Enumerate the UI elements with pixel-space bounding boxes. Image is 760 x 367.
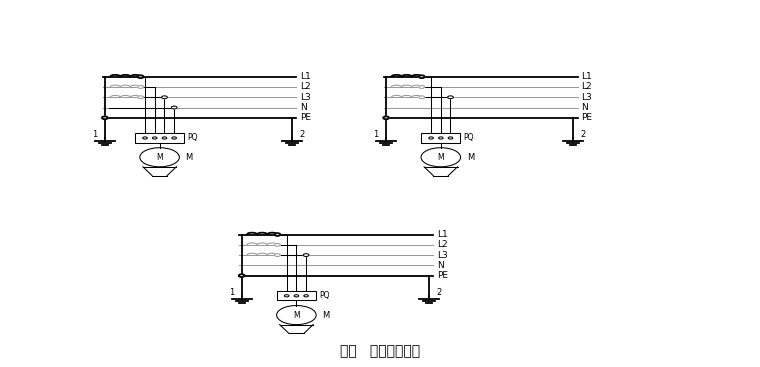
Circle shape [102, 116, 108, 119]
Circle shape [429, 137, 433, 139]
Text: L3: L3 [300, 93, 311, 102]
Text: M: M [157, 153, 163, 162]
Text: 2: 2 [299, 130, 304, 139]
Circle shape [294, 295, 299, 297]
Text: L3: L3 [437, 251, 448, 259]
Text: PE: PE [300, 113, 311, 122]
Circle shape [171, 106, 177, 109]
Text: M: M [467, 153, 474, 162]
Circle shape [153, 137, 157, 139]
Text: 图二   漏电接线示意: 图二 漏电接线示意 [340, 344, 420, 358]
Circle shape [138, 86, 144, 88]
Text: M: M [293, 310, 299, 320]
Text: PE: PE [437, 271, 448, 280]
Text: 1: 1 [374, 130, 378, 139]
Text: M: M [322, 310, 330, 320]
Text: N: N [581, 103, 588, 112]
Text: 2: 2 [436, 288, 441, 297]
Text: M: M [185, 153, 193, 162]
Text: L1: L1 [581, 72, 592, 81]
Circle shape [172, 137, 176, 139]
Text: 1: 1 [93, 130, 97, 139]
Circle shape [439, 137, 443, 139]
Text: N: N [437, 261, 444, 270]
Text: L3: L3 [581, 93, 592, 102]
Circle shape [138, 96, 144, 99]
Circle shape [419, 96, 425, 99]
Text: 2: 2 [581, 130, 585, 139]
Circle shape [448, 96, 454, 99]
Circle shape [303, 254, 309, 257]
Text: PQ: PQ [187, 134, 198, 142]
Circle shape [419, 86, 425, 88]
Bar [277, 291, 316, 300]
Text: PQ: PQ [319, 291, 329, 300]
Circle shape [304, 295, 309, 297]
Text: L2: L2 [581, 83, 592, 91]
Circle shape [448, 137, 453, 139]
Text: M: M [438, 153, 444, 162]
Circle shape [162, 137, 166, 139]
Circle shape [419, 75, 425, 78]
Circle shape [239, 274, 245, 277]
Text: L2: L2 [437, 240, 448, 249]
Text: 1: 1 [230, 288, 234, 297]
Text: L2: L2 [300, 83, 311, 91]
Circle shape [274, 243, 280, 246]
Circle shape [138, 75, 144, 78]
Circle shape [383, 116, 389, 119]
Circle shape [284, 295, 289, 297]
Circle shape [274, 233, 280, 236]
Text: L1: L1 [437, 230, 448, 239]
Circle shape [274, 254, 280, 257]
Bar [422, 134, 461, 143]
Circle shape [162, 96, 167, 99]
Bar [135, 134, 184, 143]
Text: PE: PE [581, 113, 592, 122]
Text: L1: L1 [300, 72, 311, 81]
Circle shape [143, 137, 147, 139]
Text: PQ: PQ [464, 134, 473, 142]
Text: N: N [300, 103, 307, 112]
